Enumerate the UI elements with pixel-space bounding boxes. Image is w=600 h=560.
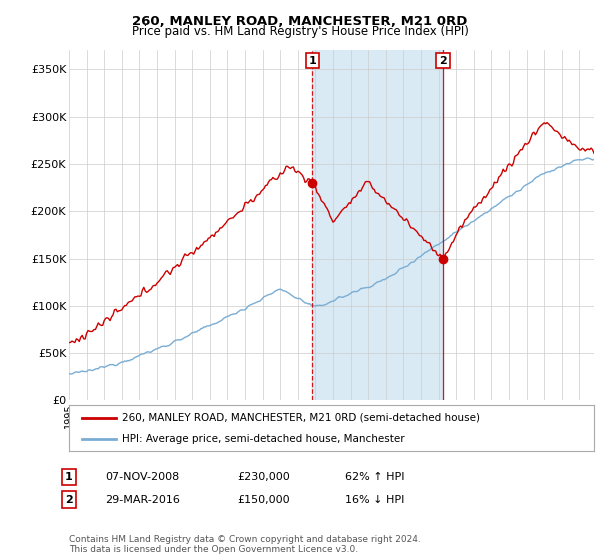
- Text: £150,000: £150,000: [237, 494, 290, 505]
- Text: 2: 2: [439, 55, 447, 66]
- Text: 62% ↑ HPI: 62% ↑ HPI: [345, 472, 404, 482]
- Text: £230,000: £230,000: [237, 472, 290, 482]
- Text: 2: 2: [65, 494, 73, 505]
- Text: Price paid vs. HM Land Registry's House Price Index (HPI): Price paid vs. HM Land Registry's House …: [131, 25, 469, 38]
- Text: 1: 1: [65, 472, 73, 482]
- Text: 16% ↓ HPI: 16% ↓ HPI: [345, 494, 404, 505]
- Text: 260, MANLEY ROAD, MANCHESTER, M21 0RD (semi-detached house): 260, MANLEY ROAD, MANCHESTER, M21 0RD (s…: [121, 413, 479, 423]
- Text: 260, MANLEY ROAD, MANCHESTER, M21 0RD: 260, MANLEY ROAD, MANCHESTER, M21 0RD: [133, 15, 467, 27]
- Text: Contains HM Land Registry data © Crown copyright and database right 2024.
This d: Contains HM Land Registry data © Crown c…: [69, 535, 421, 554]
- Text: HPI: Average price, semi-detached house, Manchester: HPI: Average price, semi-detached house,…: [121, 435, 404, 444]
- Text: 29-MAR-2016: 29-MAR-2016: [105, 494, 180, 505]
- Text: 07-NOV-2008: 07-NOV-2008: [105, 472, 179, 482]
- Bar: [313, 50, 443, 400]
- Text: 1: 1: [308, 55, 316, 66]
